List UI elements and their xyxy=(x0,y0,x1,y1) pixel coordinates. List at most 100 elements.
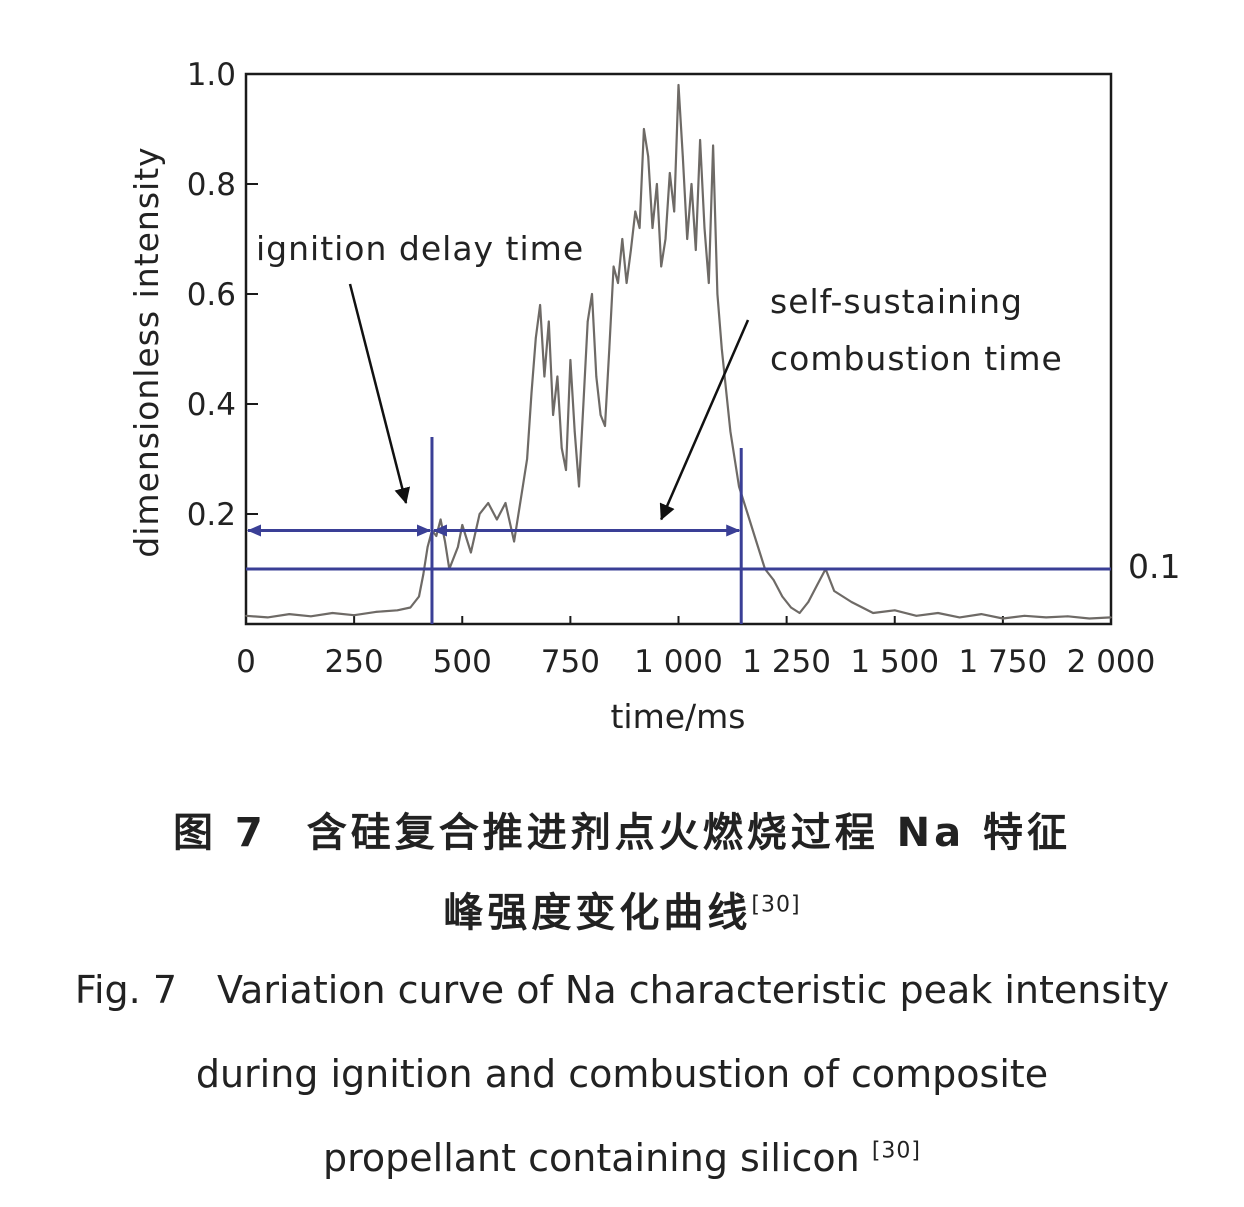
y-tick-label: 0.2 xyxy=(187,497,236,533)
caption-cn-line2: 峰强度变化曲线[30] xyxy=(0,880,1244,938)
data-point xyxy=(634,210,637,213)
data-point xyxy=(716,293,719,295)
data-point xyxy=(556,375,559,378)
data-point xyxy=(690,183,693,185)
data-point xyxy=(396,609,399,612)
data-point xyxy=(937,612,939,614)
data-point xyxy=(660,265,663,268)
x-tick-label: 750 xyxy=(541,644,600,680)
data-point xyxy=(591,293,593,295)
data-point xyxy=(470,551,472,554)
caption-en-fig: Fig. 7 xyxy=(74,968,178,1012)
data-point xyxy=(1110,616,1112,619)
caption-cn-text2: 峰强度变化曲线 xyxy=(443,890,752,936)
data-point xyxy=(530,392,533,394)
data-point xyxy=(720,348,723,350)
data-point xyxy=(573,430,576,433)
chart: 0 250 500 750 1 000 1 250 1 500 1 750 2 000 0.2 0.… xyxy=(127,57,1180,736)
x-tick-label: 2 000 xyxy=(1067,644,1156,680)
data-point xyxy=(608,348,611,350)
data-point xyxy=(738,485,740,488)
data-point xyxy=(686,238,689,240)
caption-en-text1: Variation curve of Na characteristic pea… xyxy=(217,968,1170,1012)
data-point xyxy=(625,282,628,284)
data-point xyxy=(478,513,481,515)
data-point xyxy=(534,337,537,339)
data-point xyxy=(504,502,507,504)
data-point xyxy=(673,210,676,213)
data-point xyxy=(439,518,442,521)
data-point xyxy=(681,155,684,158)
data-point xyxy=(655,183,658,185)
data-point xyxy=(677,84,680,86)
data-point xyxy=(694,249,697,251)
annotation-combustion-time: combustion time xyxy=(770,339,1063,378)
data-point xyxy=(586,320,589,323)
annotation-ignition-delay: ignition delay time xyxy=(256,229,584,268)
data-point xyxy=(452,557,455,559)
data-point xyxy=(755,540,758,543)
caption-en-ref: [30] xyxy=(871,1138,921,1164)
data-point xyxy=(288,613,291,615)
data-point xyxy=(664,238,667,240)
caption-cn-line1: 图 7 含硅复合推进剂点火燃烧过程 Na 特征 xyxy=(0,800,1244,858)
data-point xyxy=(790,606,792,609)
y-axis-label: dimensionless intensity xyxy=(127,146,166,557)
caption-cn-text1: 含硅复合推进剂点火燃烧过程 Na 特征 xyxy=(306,810,1072,856)
data-point xyxy=(807,601,810,603)
data-point xyxy=(617,282,619,284)
data-point xyxy=(612,265,615,268)
data-point xyxy=(638,227,641,229)
x-axis-label: time/ms xyxy=(610,697,745,736)
data-point xyxy=(521,485,524,488)
annotation-self-sustaining: self-sustaining xyxy=(770,282,1023,321)
data-point xyxy=(582,403,585,405)
data-point xyxy=(893,609,896,612)
data-point xyxy=(435,535,438,537)
caption-en-text2: during ignition and combustion of compos… xyxy=(195,1052,1049,1096)
data-point xyxy=(833,590,836,592)
data-point xyxy=(781,595,784,598)
data-point xyxy=(418,595,420,598)
data-point xyxy=(578,485,580,488)
data-point xyxy=(746,513,749,515)
data-point xyxy=(513,540,516,543)
data-point xyxy=(374,611,377,613)
x-tick-label: 250 xyxy=(325,644,384,680)
data-point xyxy=(1001,617,1004,620)
y-tick-label: 0.4 xyxy=(187,387,236,423)
data-point xyxy=(266,616,269,619)
data-point xyxy=(712,144,714,147)
data-point xyxy=(461,524,464,526)
x-tick-label: 500 xyxy=(433,644,492,680)
self-sustaining-arrow xyxy=(659,319,750,521)
caption-en-text3: propellant containing silicon xyxy=(323,1136,860,1180)
data-point xyxy=(729,430,732,433)
x-tick-label: 1 250 xyxy=(742,644,831,680)
data-point xyxy=(422,573,425,576)
data-point xyxy=(552,414,554,416)
data-point xyxy=(699,139,702,141)
data-point xyxy=(526,458,529,460)
caption-cn-ref: [30] xyxy=(751,892,801,918)
data-point xyxy=(643,128,645,130)
data-point xyxy=(872,612,875,614)
data-point xyxy=(565,469,567,471)
data-point xyxy=(539,304,541,306)
y-tick-label: 0.8 xyxy=(187,167,236,203)
data-point xyxy=(621,238,624,240)
x-tick-label: 1 750 xyxy=(959,644,1048,680)
data-point xyxy=(647,155,650,158)
data-point xyxy=(409,606,412,609)
data-point xyxy=(850,601,853,603)
y-tick-label: 0.6 xyxy=(187,277,236,313)
caption-en-line2: during ignition and combustion of compos… xyxy=(0,1052,1244,1096)
data-point xyxy=(599,414,602,416)
y-tick-label: 1.0 xyxy=(187,57,236,93)
data-point xyxy=(426,546,429,548)
data-point xyxy=(707,282,710,284)
threshold-label: 0.1 xyxy=(1128,547,1180,586)
data-point xyxy=(495,518,498,521)
data-point xyxy=(560,447,563,449)
caption-cn-fig: 图 7 xyxy=(172,810,267,856)
